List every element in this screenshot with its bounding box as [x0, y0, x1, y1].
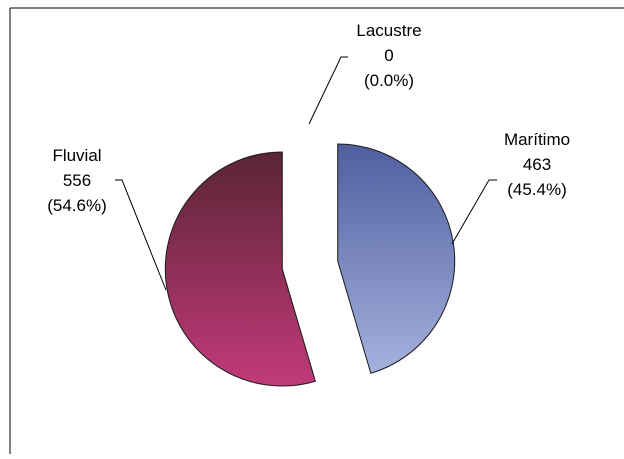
label-lacustre-name: Lacustre — [356, 21, 421, 40]
label-maritimo-value: 463 — [523, 155, 551, 174]
data-label-fluvial: Fluvial 556 (54.6%) — [47, 146, 107, 215]
label-lacustre-value: 0 — [384, 46, 393, 65]
leader-line-lacustre — [308, 56, 348, 125]
pie-slice-fluvial — [164, 151, 316, 387]
data-label-maritimo: Marítimo 463 (45.4%) — [504, 130, 570, 199]
label-lacustre-percent: (0.0%) — [364, 71, 414, 90]
leader-line-maritimo — [451, 179, 497, 245]
label-maritimo-name: Marítimo — [504, 130, 570, 149]
pie-slice-maritimo — [337, 143, 456, 374]
label-maritimo-percent: (45.4%) — [507, 180, 567, 199]
data-label-lacustre: Lacustre 0 (0.0%) — [356, 21, 421, 90]
leader-line-fluvial — [115, 179, 167, 291]
label-fluvial-name: Fluvial — [52, 146, 101, 165]
label-fluvial-percent: (54.6%) — [47, 196, 107, 215]
label-fluvial-value: 556 — [63, 171, 91, 190]
